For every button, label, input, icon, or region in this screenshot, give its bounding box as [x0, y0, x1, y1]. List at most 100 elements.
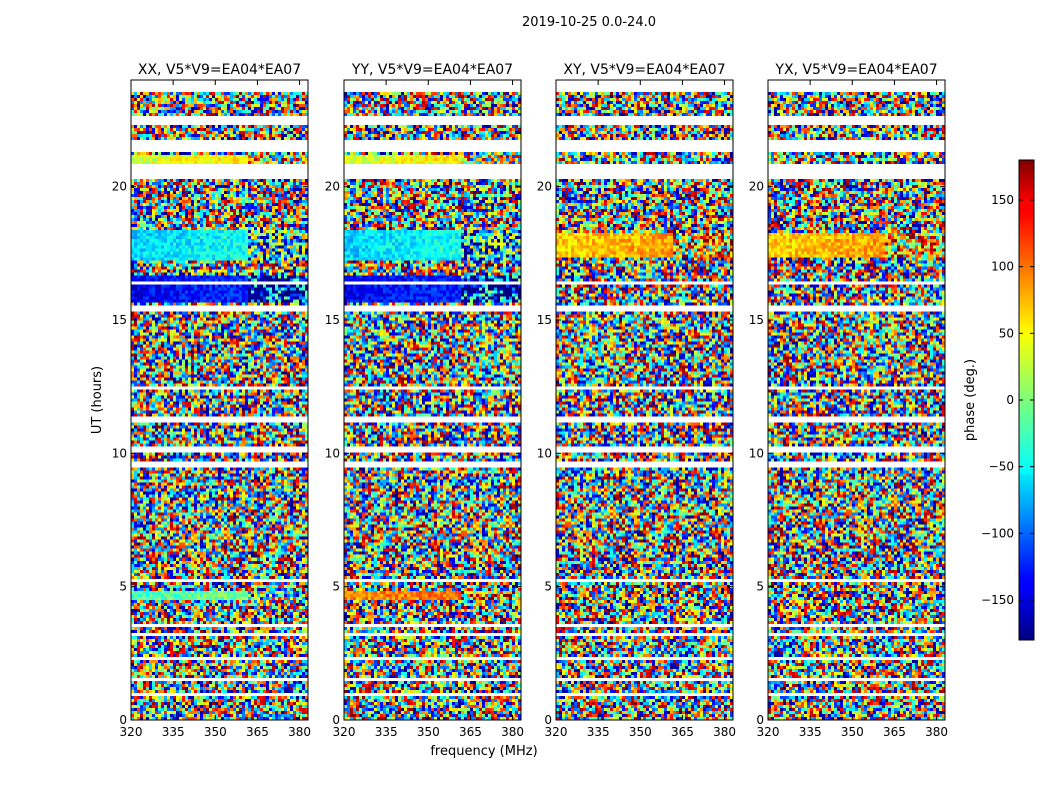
panel-title: XX, V5*V9=EA04*EA07 [138, 62, 301, 78]
x-tick: 365 [671, 80, 694, 739]
colorbar-tick: 100 [991, 260, 1034, 274]
colorbar-tick-label: −50 [989, 460, 1014, 474]
x-tick-label: 320 [333, 725, 356, 739]
x-tick-label: 335 [587, 725, 610, 739]
x-tick: 365 [246, 80, 269, 739]
y-tick: 5 [544, 580, 733, 594]
y-tick: 15 [749, 313, 945, 327]
x-tick-label: 380 [288, 725, 311, 739]
colorbar-tick-label: 0 [1006, 393, 1014, 407]
y-tick-label: 15 [749, 313, 764, 327]
colorbar: −150 −100 −50 0 50 100 150 phase (deg.) [963, 159, 1035, 641]
panel-frame [555, 79, 734, 721]
y-tick: 10 [749, 446, 945, 460]
heatmap-image [344, 80, 521, 720]
x-tick: 380 [713, 80, 736, 739]
y-tick: 10 [537, 446, 733, 460]
y-axis-label: UT (hours) [90, 366, 105, 434]
x-tick: 335 [799, 80, 822, 739]
x-tick: 320 [120, 80, 143, 739]
colorbar-tick: −50 [989, 460, 1034, 474]
x-tick: 320 [545, 80, 568, 739]
x-tick: 350 [841, 80, 864, 739]
y-tick-label: 5 [544, 580, 552, 594]
heatmap-image [556, 80, 733, 720]
x-tick: 380 [501, 80, 524, 739]
y-tick-label: 10 [325, 446, 340, 460]
x-tick-label: 335 [162, 725, 185, 739]
panel-yx: YX, V5*V9=EA04*EA07 320 335 350 365 380 0 5 10 15… [749, 62, 948, 739]
y-tick-label: 15 [112, 313, 127, 327]
panel-xx: XX, V5*V9=EA04*EA07 320 335 350 365 380 0 5 10 15… [112, 62, 311, 739]
panel-title: XY, V5*V9=EA04*EA07 [563, 62, 725, 78]
x-tick-label: 365 [246, 725, 269, 739]
x-tick-label: 320 [120, 725, 143, 739]
x-tick: 335 [162, 80, 185, 739]
x-tick: 335 [587, 80, 610, 739]
colorbar-tick: −150 [981, 593, 1034, 607]
colorbar-tick-label: 150 [991, 193, 1014, 207]
y-tick: 10 [325, 446, 521, 460]
y-tick: 0 [332, 713, 521, 727]
colorbar-tick-label: 50 [999, 326, 1014, 340]
panel-frame [767, 79, 946, 721]
x-tick-label: 350 [629, 725, 652, 739]
y-tick-label: 15 [325, 313, 340, 327]
x-tick-label: 350 [417, 725, 440, 739]
colorbar-label: phase (deg.) [963, 359, 978, 441]
panel-frame [343, 79, 522, 721]
y-tick-label: 0 [544, 713, 552, 727]
y-tick-label: 15 [537, 313, 552, 327]
x-tick: 380 [925, 80, 948, 739]
x-tick-label: 335 [375, 725, 398, 739]
y-tick-label: 5 [119, 580, 127, 594]
y-tick: 5 [332, 580, 521, 594]
figure-title: 2019-10-25 0.0-24.0 [522, 15, 656, 30]
x-tick: 320 [757, 80, 779, 739]
x-axis-label: frequency (MHz) [430, 744, 537, 759]
y-tick-label: 20 [112, 180, 127, 194]
x-tick: 365 [883, 80, 906, 739]
y-tick-label: 0 [332, 713, 340, 727]
heatmap-image [131, 80, 308, 720]
x-tick-label: 380 [713, 725, 736, 739]
panel-yy: YY, V5*V9=EA04*EA07 320 335 350 365 380 0 5 10 15… [325, 62, 524, 739]
y-tick: 15 [537, 313, 733, 327]
x-tick: 365 [459, 80, 482, 739]
colorbar-tick-label: −100 [981, 526, 1014, 540]
y-tick-label: 5 [332, 580, 340, 594]
colorbar-tick: 150 [991, 193, 1034, 207]
x-tick-label: 380 [501, 725, 524, 739]
heatmap-image [768, 80, 945, 720]
x-tick: 320 [333, 80, 356, 739]
x-tick: 350 [629, 80, 652, 739]
x-tick-label: 365 [883, 725, 906, 739]
x-tick-label: 350 [204, 725, 227, 739]
y-tick-label: 20 [325, 180, 340, 194]
panels: XX, V5*V9=EA04*EA07 320 335 350 365 380 0 5 10 15… [112, 62, 948, 739]
y-tick-label: 5 [756, 580, 764, 594]
y-tick: 15 [112, 313, 308, 327]
y-tick: 10 [112, 446, 308, 460]
colorbar-tick-label: −150 [981, 593, 1014, 607]
panel-xy: XY, V5*V9=EA04*EA07 320 335 350 365 380 0 5 10 15… [537, 62, 736, 739]
x-tick-label: 335 [799, 725, 822, 739]
panel-frame [130, 79, 309, 721]
y-tick-label: 10 [537, 446, 552, 460]
x-tick: 350 [204, 80, 227, 739]
x-tick-label: 365 [459, 725, 482, 739]
y-tick: 20 [325, 180, 521, 194]
y-tick: 0 [756, 713, 945, 727]
y-tick-label: 10 [112, 446, 127, 460]
x-tick-label: 365 [671, 725, 694, 739]
y-tick: 15 [325, 313, 521, 327]
x-tick: 380 [288, 80, 311, 739]
y-tick: 0 [544, 713, 733, 727]
x-tick-label: 320 [545, 725, 568, 739]
x-tick-label: 350 [841, 725, 864, 739]
y-tick: 5 [119, 580, 308, 594]
y-tick-label: 0 [756, 713, 764, 727]
y-tick-label: 20 [537, 180, 552, 194]
x-tick: 350 [417, 80, 440, 739]
y-tick-label: 20 [749, 180, 764, 194]
